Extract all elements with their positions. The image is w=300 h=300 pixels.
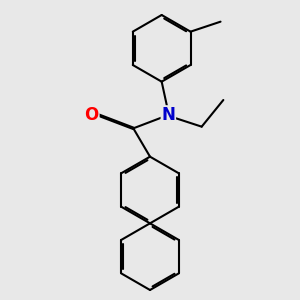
Text: N: N bbox=[161, 106, 175, 124]
Text: O: O bbox=[85, 106, 99, 124]
